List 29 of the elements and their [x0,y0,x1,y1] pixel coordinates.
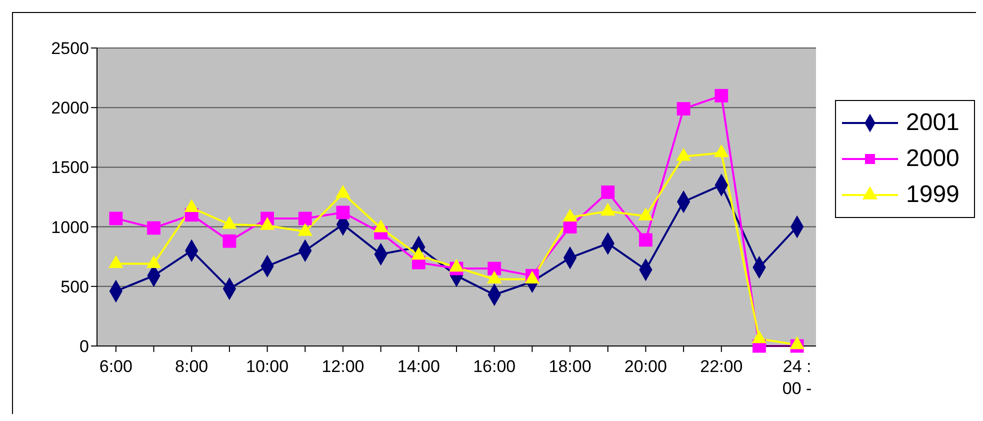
legend-label: 2001 [906,108,960,138]
x-tick-label: 20:00 [624,357,667,376]
legend-label: 2000 [906,144,960,174]
point [298,212,312,226]
point [336,206,350,220]
x-tick-label: 24 : 00 - [782,357,812,398]
y-tick-label: 2000 [51,98,89,118]
point [222,234,236,248]
point [488,262,502,276]
x-tick-label: 12:00 [322,357,364,376]
point [601,186,615,199]
y-tick-label: 2500 [51,39,89,58]
x-tick-label: 6:00 [99,357,132,376]
point [147,221,160,235]
x-tick-label: 22:00 [700,357,743,376]
legend-label: 1999 [906,180,960,210]
x-tick-label: 16:00 [473,357,516,376]
y-tick-label: 1500 [51,158,89,178]
y-tick-label: 1000 [51,218,89,237]
x-tick-label: 10:00 [246,357,289,376]
x-tick-label: 8:00 [175,357,208,376]
point [714,88,728,102]
x-tick-label: 18:00 [548,357,592,376]
point [109,212,123,226]
y-tick-label: 0 [80,337,89,356]
x-tick-label: 14:00 [397,357,440,376]
y-tick-label: 500 [60,277,89,296]
point [676,102,690,116]
point [639,233,652,247]
